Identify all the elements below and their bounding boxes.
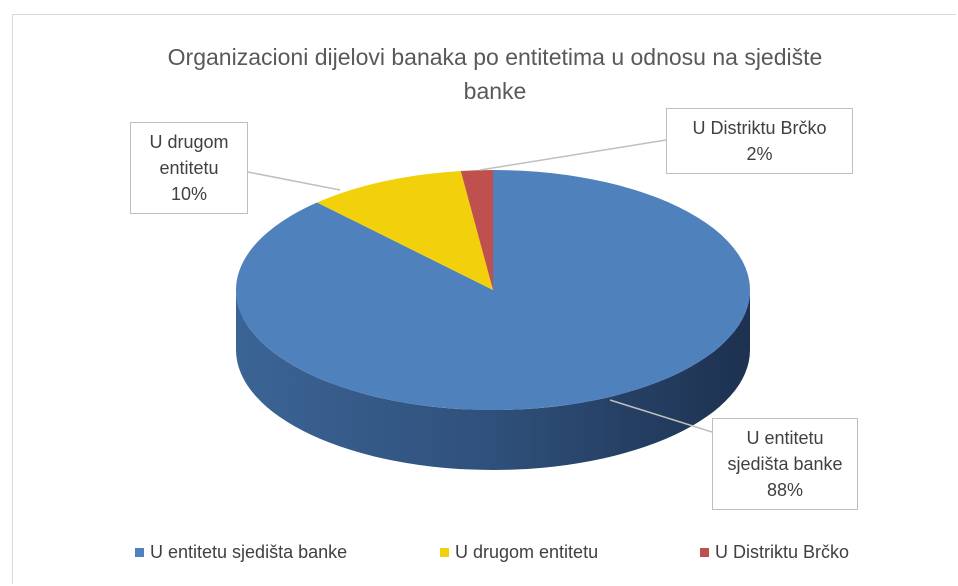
- data-label: U Distriktu Brčko 2%: [666, 108, 853, 174]
- leader-line: [609, 399, 713, 433]
- legend-swatch: [135, 548, 144, 557]
- data-label-value: 10%: [170, 184, 208, 204]
- legend-label: U drugom entitetu: [455, 542, 599, 562]
- leader-line: [247, 171, 341, 191]
- leader-line: [479, 139, 667, 171]
- data-label-value: 2%: [746, 144, 773, 164]
- data-label-value: 88%: [766, 480, 804, 500]
- data-label: U drugom entitetu 10%: [130, 122, 248, 214]
- legend-swatch: [440, 548, 449, 557]
- legend-label: U entitetu sjedišta banke: [150, 542, 348, 562]
- data-label: U entitetu sjedišta banke 88%: [712, 418, 858, 510]
- pie-slice: [460, 170, 493, 290]
- legend-swatch: [700, 548, 709, 557]
- data-label-category: U Distriktu Brčko: [692, 118, 827, 138]
- data-label-category: U entitetu sjedišta banke: [727, 428, 843, 474]
- pie-slice: [317, 170, 493, 290]
- chart-frame: [12, 14, 956, 584]
- chart-title: Organizacioni dijelovi banaka po entitet…: [167, 44, 823, 104]
- legend-label: U Distriktu Brčko: [715, 542, 850, 562]
- pie-side: [236, 290, 750, 470]
- data-label-category: U drugom entitetu: [149, 132, 229, 178]
